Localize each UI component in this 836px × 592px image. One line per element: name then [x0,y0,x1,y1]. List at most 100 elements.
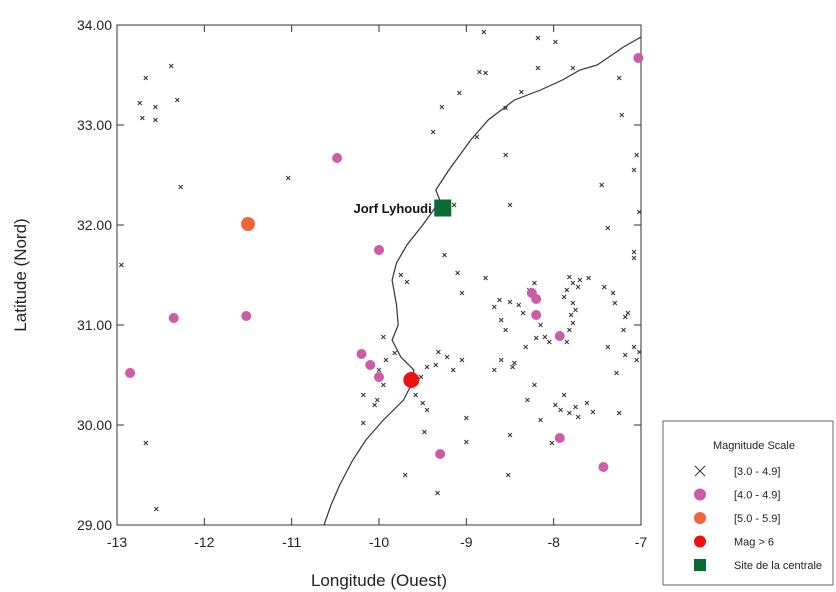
quake-point [241,217,255,231]
quake-point-minor [503,327,508,333]
quake-point-minor [507,202,513,208]
data-points [119,29,644,512]
quake-point-minor [636,209,642,215]
quake-point-minor [507,299,513,305]
series-group [241,217,255,231]
quake-point-minor [575,414,581,420]
quake-point-minor [570,320,576,326]
quake-point-minor [625,310,631,316]
legend-label: Mag > 6 [734,537,774,549]
quake-point-minor [542,334,548,340]
quake-point-minor [616,75,622,81]
quake-point [374,245,384,255]
quake-point-minor [525,397,530,403]
quake-point-minor [168,63,174,69]
axis-ticks: -13 -12 -11 -10 -9 -8 -7 29.00 30.00 31.00 32.00 33… [77,17,647,550]
quake-point-minor [631,249,637,255]
quake-point-minor [422,429,427,435]
x-tick-label: -11 [282,534,301,550]
quake-point-minor [605,344,611,350]
quake-point-minor [570,300,576,306]
quake-point [598,462,609,472]
quake-point-minor [360,420,366,426]
quake-point-minor [546,339,552,345]
x-tick-label: -8 [547,534,560,550]
site-label: Jorf Lyhoudi [354,201,432,216]
quake-point [365,360,376,370]
quake-point-minor [532,382,537,388]
quake-point-minor [553,39,558,45]
quake-point-minor [481,29,487,35]
series-group [403,372,420,388]
quake-point-minor [450,367,456,373]
quake-point-minor [564,287,570,293]
quake-point-minor [622,314,628,320]
quake-point-minor [577,277,583,283]
quake-point [531,294,542,304]
x-tick-label: -13 [107,534,127,550]
quake-point [168,313,179,323]
x-tick-label: -10 [369,534,389,550]
legend-marker [694,512,706,524]
legend-label: [5.0 - 5.9] [734,513,780,525]
quake-point-minor [153,506,159,512]
quake-point-minor [383,357,389,363]
quake-point-minor [381,334,386,340]
quake-point-minor [424,407,430,413]
quake-point [403,372,420,388]
quake-point-minor [402,472,408,478]
quake-point-minor [605,225,611,231]
site-marker [434,199,452,217]
quake-point-minor [533,335,539,341]
quake-point-minor [153,117,158,123]
quake-point-minor [119,262,124,268]
quake-point-minor [634,357,639,363]
y-tick-label: 33.00 [77,117,112,133]
quake-point-minor [584,400,590,406]
quake-point-minor [561,294,567,300]
legend-label: [4.0 - 4.9] [734,490,780,502]
quake-point [554,331,565,341]
quake-point-minor [538,417,543,423]
quake-point [241,311,252,321]
quake-point-minor [512,360,517,366]
quake-point-minor [503,105,508,111]
quake-point-minor [616,410,622,416]
quake-point-minor [567,410,572,416]
legend-marker [694,465,706,477]
quake-point-minor [631,344,637,350]
quake-point-minor [413,392,419,398]
quake-point-minor [520,310,526,316]
site-marker-group: Jorf Lyhoudi [354,199,452,217]
quake-point-minor [586,275,591,281]
quake-point-minor [178,184,184,190]
quake-point-minor [435,490,440,496]
legend-label: [3.0 - 4.9] [734,466,780,478]
quake-point-minor [573,307,578,313]
x-axis-title: Longitude (Ouest) [311,571,447,590]
quake-point-minor [498,317,504,323]
quake-point-minor [631,255,637,261]
quake-point-minor [424,364,430,370]
y-tick-label: 31.00 [77,317,112,333]
quake-point-minor [516,302,522,308]
quake-point-minor [507,432,513,438]
quake-point-minor [634,152,639,158]
quake-point-minor [549,440,555,446]
quake-point-minor [570,280,576,286]
x-tick-label: -7 [635,534,648,550]
quake-point-minor [614,370,619,376]
quake-point-minor [137,100,143,106]
series-group [119,29,642,512]
legend-entries: [3.0 - 4.9] [4.0 - 4.9] [5.0 - 5.9] Mag > 6… [694,465,822,572]
quake-point-minor [381,382,386,388]
quake-point-minor [523,344,529,350]
quake-point-minor [599,182,605,188]
y-tick-label: 30.00 [77,417,112,433]
legend: Magnitude Scale [3.0 - 4.9] [4.0 - 4.9] [5… [662,420,834,586]
quake-point-minor [491,367,497,373]
quake-point-minor [444,354,450,360]
quake-point-minor [590,409,596,415]
quake-point-minor [404,279,410,285]
